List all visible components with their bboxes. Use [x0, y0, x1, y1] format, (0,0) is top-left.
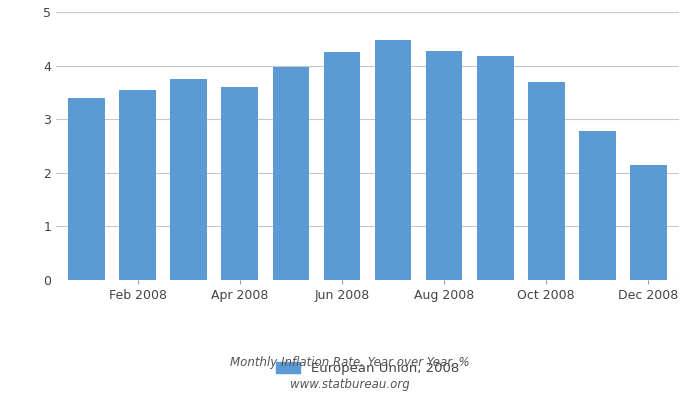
Bar: [477, 56, 514, 280]
Bar: [426, 50, 463, 280]
Bar: [323, 52, 360, 280]
Bar: [221, 87, 258, 280]
Bar: [374, 40, 412, 280]
Bar: [528, 82, 565, 280]
Text: www.statbureau.org: www.statbureau.org: [290, 378, 410, 391]
Bar: [119, 90, 156, 280]
Bar: [630, 165, 666, 280]
Bar: [579, 131, 616, 280]
Legend: European Union, 2008: European Union, 2008: [276, 362, 458, 375]
Bar: [272, 67, 309, 280]
Text: Monthly Inflation Rate, Year over Year, %: Monthly Inflation Rate, Year over Year, …: [230, 356, 470, 369]
Bar: [170, 79, 207, 280]
Bar: [69, 98, 105, 280]
